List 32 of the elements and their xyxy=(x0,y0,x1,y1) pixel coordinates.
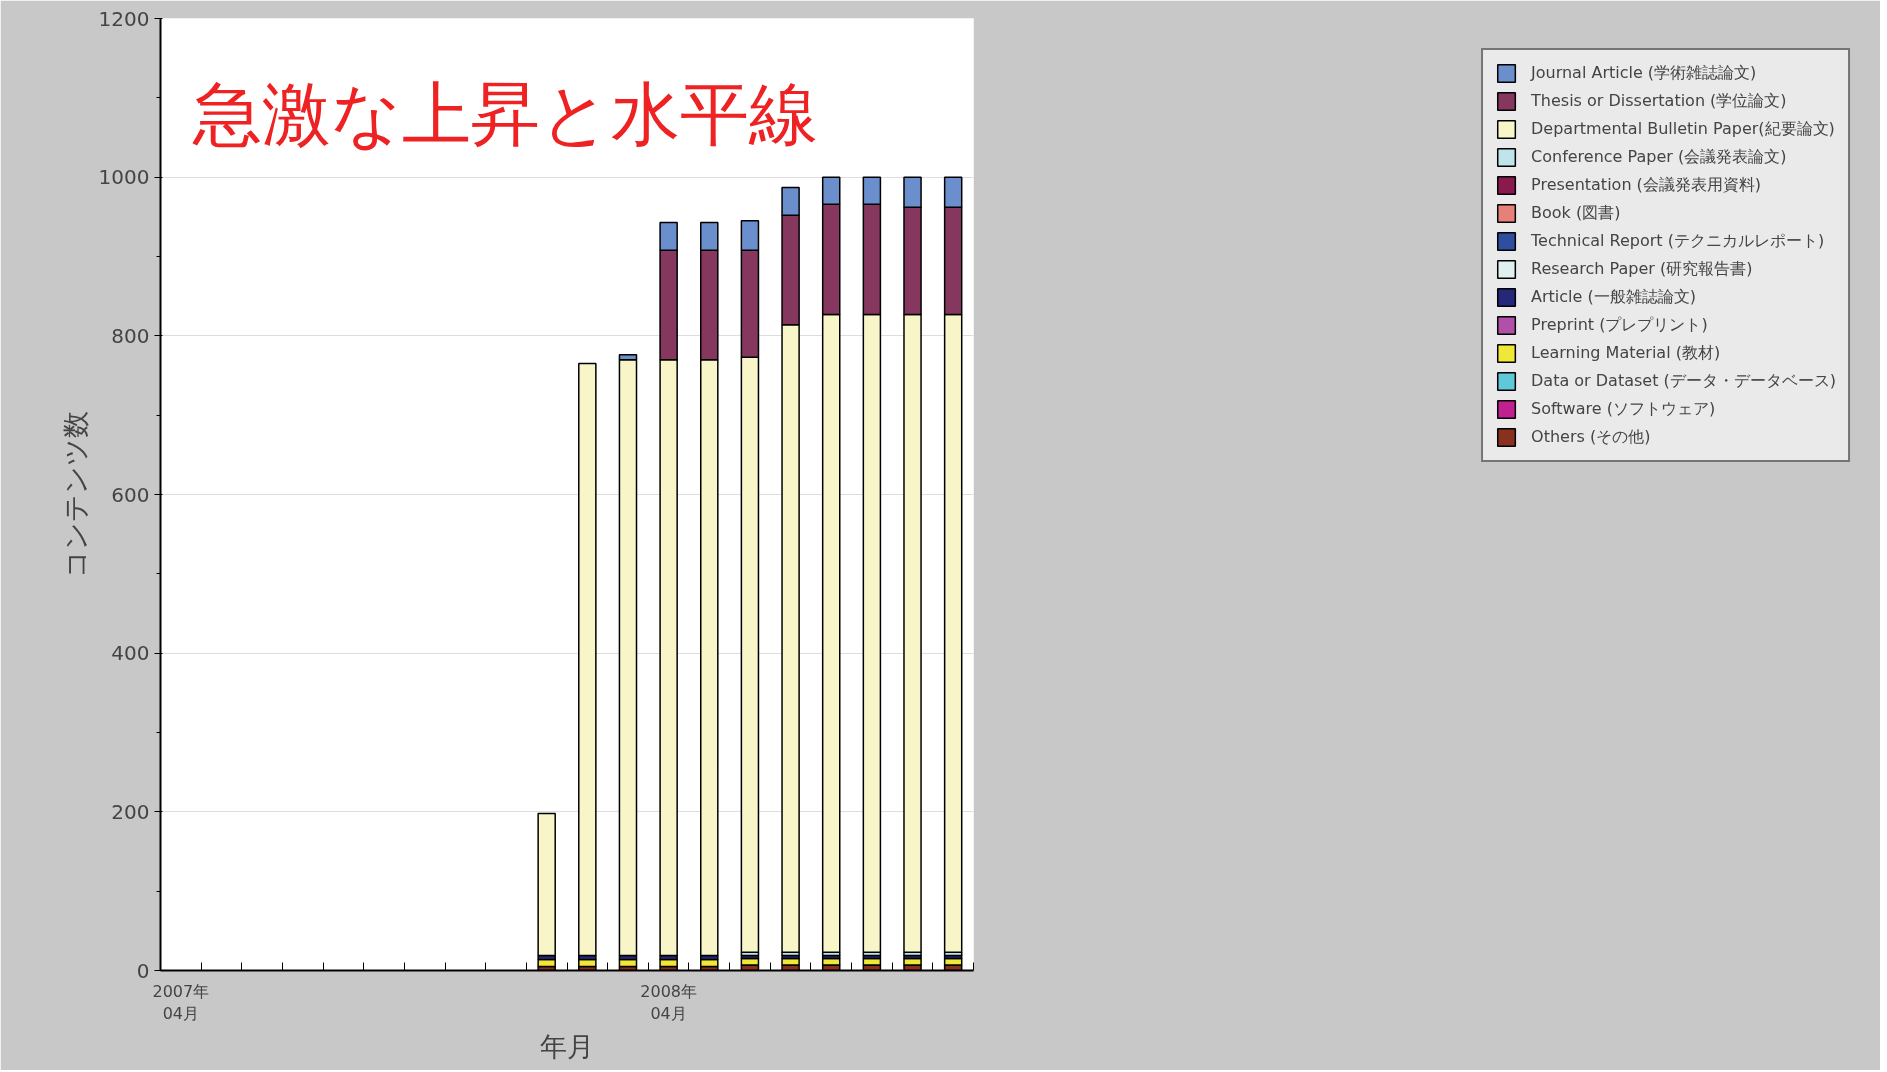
y-tick-label: 200 xyxy=(111,799,150,824)
y-tick-label: 400 xyxy=(111,641,150,666)
y-tick-label: 800 xyxy=(111,323,150,348)
legend-label: Article (一般雑誌論文) xyxy=(1531,286,1696,308)
x-tick-label: 2008年 04月 xyxy=(640,981,697,1024)
bar xyxy=(618,358,638,957)
y-tick-label: 600 xyxy=(111,482,150,507)
y-tick-label: 0 xyxy=(136,958,150,983)
legend-label: Technical Report (テクニカルレポート) xyxy=(1531,230,1825,252)
x-axis-title: 年月 xyxy=(540,1031,594,1063)
legend-label: Departmental Bulletin Paper(紀要論文) xyxy=(1531,118,1835,140)
y-tick-label: 1000 xyxy=(98,165,150,190)
bar xyxy=(903,957,922,966)
legend-label: Journal Article (学術雑誌論文) xyxy=(1531,62,1757,84)
legend-label: Others (その他) xyxy=(1531,426,1651,448)
y-axis-title: コンテンツ数 xyxy=(59,411,91,578)
y-tick-label: 1200 xyxy=(98,6,150,31)
bar xyxy=(781,957,800,966)
text: 急激な上昇と水平線 xyxy=(192,73,819,154)
legend-label: Learning Material (教材) xyxy=(1531,342,1721,364)
bar xyxy=(578,362,597,957)
bar xyxy=(821,957,841,966)
legend-label: Presentation (会議発表用資料) xyxy=(1531,174,1762,196)
legend-label: Conference Paper (会議発表論文) xyxy=(1531,146,1787,168)
legend-label: Preprint (プレプリント) xyxy=(1531,314,1708,336)
legend-label: Research Paper (研究報告書) xyxy=(1531,258,1753,280)
x-tick-label: 2007年 04月 xyxy=(152,981,210,1024)
legend-label: Software (ソフトウェア) xyxy=(1531,398,1716,420)
legend-label: Thesis or Dissertation (学位論文) xyxy=(1531,90,1787,112)
legend-label: Book (図書) xyxy=(1531,202,1621,224)
bar xyxy=(537,812,556,957)
legend-label: Data or Dataset (データ・データベース) xyxy=(1531,370,1836,392)
